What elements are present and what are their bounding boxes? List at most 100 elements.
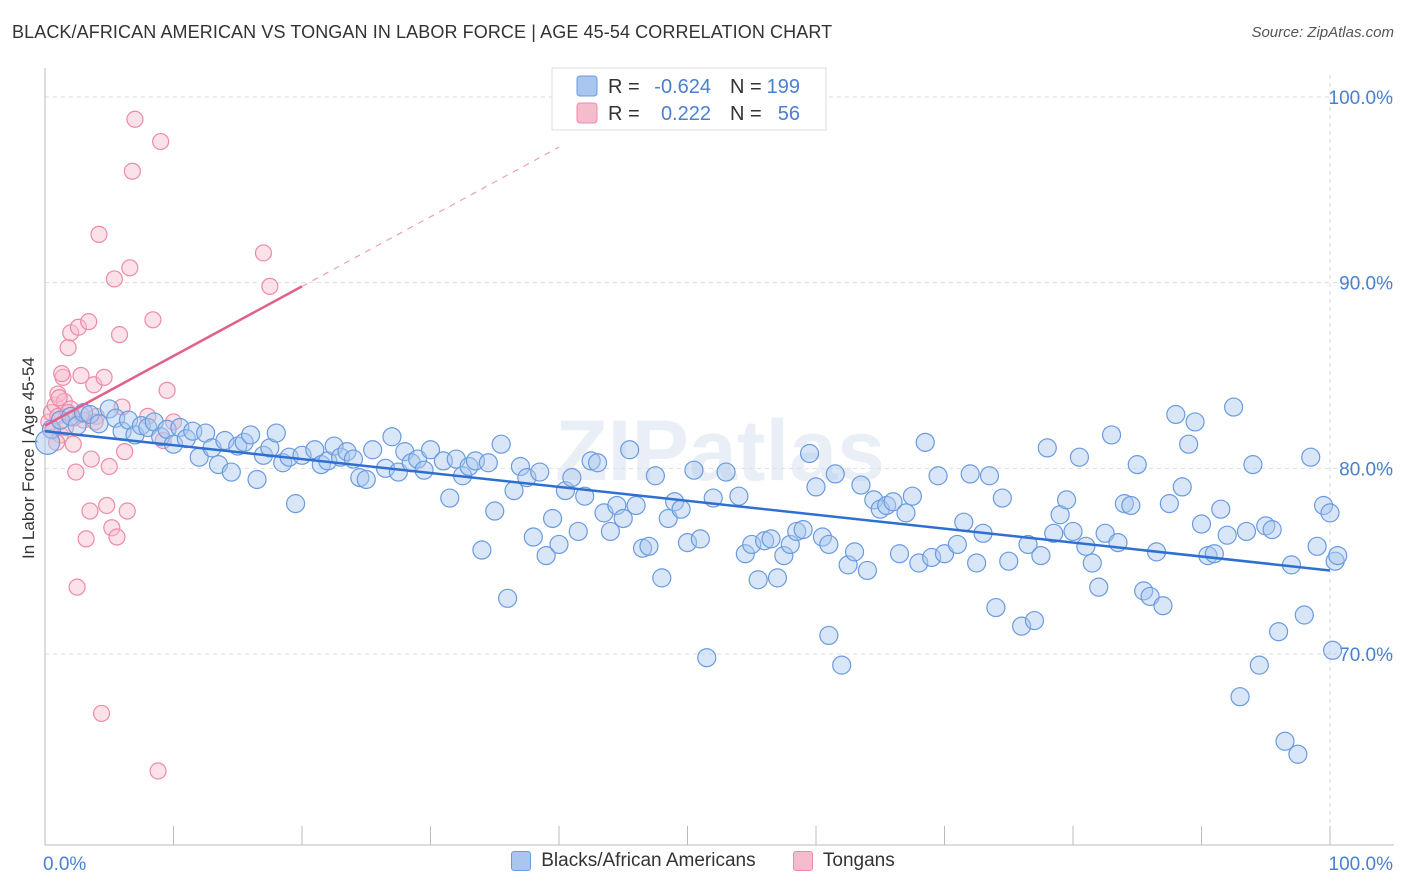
legend-item-blacks: Blacks/African Americans	[511, 850, 756, 872]
y-tick-label: 80.0%	[1339, 459, 1393, 480]
black-point	[819, 625, 839, 646]
black-point	[1179, 434, 1199, 454]
stats-n-value: 199	[767, 76, 800, 98]
black-point	[350, 468, 370, 488]
black-point	[285, 494, 306, 514]
black-point	[1076, 536, 1096, 556]
tongan-point	[126, 110, 144, 128]
black-point	[645, 466, 665, 486]
black-point	[915, 432, 935, 452]
black-point	[1307, 536, 1327, 556]
black-point	[600, 521, 621, 542]
black-point	[1159, 494, 1179, 514]
bottom-legend: Blacks/African Americans Tongans	[0, 850, 1406, 877]
tongan-point	[105, 270, 123, 288]
black-point	[883, 492, 903, 512]
black-point	[1288, 744, 1308, 764]
black-point	[478, 453, 498, 473]
stats-swatch	[576, 102, 598, 124]
black-point	[677, 532, 698, 553]
black-point	[247, 469, 267, 490]
x-tick-label: 100.0%	[1329, 854, 1394, 875]
black-point	[716, 462, 736, 482]
black-point	[954, 512, 974, 532]
black-point	[549, 534, 569, 555]
black-point	[1243, 455, 1263, 475]
black-point	[530, 462, 550, 482]
black-point	[1204, 544, 1224, 564]
black-point	[613, 508, 633, 529]
black-point	[575, 486, 595, 506]
legend-label-tongans: Tongans	[822, 850, 895, 871]
black-point	[408, 449, 428, 469]
black-point	[934, 544, 955, 564]
black-point	[562, 468, 582, 488]
black-point	[388, 462, 408, 482]
black-point	[844, 542, 865, 562]
black-point	[774, 545, 794, 566]
tongan-point	[158, 381, 176, 399]
black-point	[1127, 455, 1147, 475]
tongan-point	[95, 368, 113, 386]
black-point	[620, 440, 640, 460]
tongan-point	[261, 277, 279, 295]
tongan-point	[98, 496, 116, 515]
stats-swatch	[576, 75, 598, 97]
black-point	[1031, 545, 1051, 566]
chart-title: BLACK/AFRICAN AMERICAN VS TONGAN IN LABO…	[12, 22, 833, 42]
black-point	[806, 477, 826, 497]
stats-n-value: 56	[778, 103, 800, 125]
black-point	[568, 521, 588, 542]
y-tick-label: 100.0%	[1329, 88, 1394, 109]
y-tick-label: 90.0%	[1339, 274, 1393, 295]
black-point	[626, 495, 646, 516]
y-tick-label: 70.0%	[1339, 645, 1393, 666]
black-point	[992, 488, 1012, 508]
black-point	[491, 434, 511, 454]
black-point	[1140, 586, 1160, 607]
black-point	[1121, 495, 1141, 516]
legend-swatch-blue	[511, 851, 532, 871]
black-point	[1268, 622, 1289, 642]
black-point	[1224, 397, 1244, 417]
tongan-trend-line	[44, 285, 303, 427]
black-point	[665, 492, 685, 512]
black-point	[170, 417, 190, 438]
black-point	[812, 527, 833, 547]
blacks-series	[34, 397, 1348, 764]
y-axis-label: In Labor Force | Age 45-54	[19, 357, 38, 559]
trend-lines	[44, 146, 1331, 572]
black-point	[819, 534, 839, 555]
tongan-point	[80, 313, 98, 331]
black-point	[922, 547, 942, 568]
black-point	[947, 534, 967, 555]
tongan-point	[149, 762, 167, 780]
tongan-trend-extension	[301, 146, 560, 287]
tongan-point	[121, 259, 139, 277]
x-tick-label: 0.0%	[43, 854, 86, 875]
black-point	[1301, 447, 1321, 467]
black-point	[363, 440, 383, 460]
tick-labels: 70.0% 80.0% 90.0% 100.0% 0.0% 100.0%	[43, 88, 1393, 875]
tongan-point	[64, 435, 82, 453]
black-point	[979, 466, 1000, 486]
stats-legend: R = -0.624 N = 199 R = 0.222 N = 56	[551, 67, 827, 131]
black-point	[857, 560, 878, 581]
black-point	[1249, 655, 1269, 675]
source-label: Source: ZipAtlas.com	[1251, 24, 1394, 41]
black-point	[684, 460, 704, 480]
black-point	[851, 475, 871, 495]
black-point	[498, 588, 518, 608]
black-point	[414, 460, 434, 480]
tongan-point	[77, 530, 95, 548]
black-point	[729, 486, 749, 506]
tongan-point	[81, 502, 99, 520]
black-point	[735, 544, 755, 564]
stats-r-value: 0.222	[661, 103, 711, 125]
black-point	[1082, 553, 1102, 573]
tongan-point	[68, 578, 86, 596]
stats-n-label: N =	[730, 103, 762, 125]
legend-swatch-pink	[792, 851, 813, 871]
black-point	[356, 469, 376, 490]
legend-item-tongans: Tongans	[792, 850, 895, 872]
